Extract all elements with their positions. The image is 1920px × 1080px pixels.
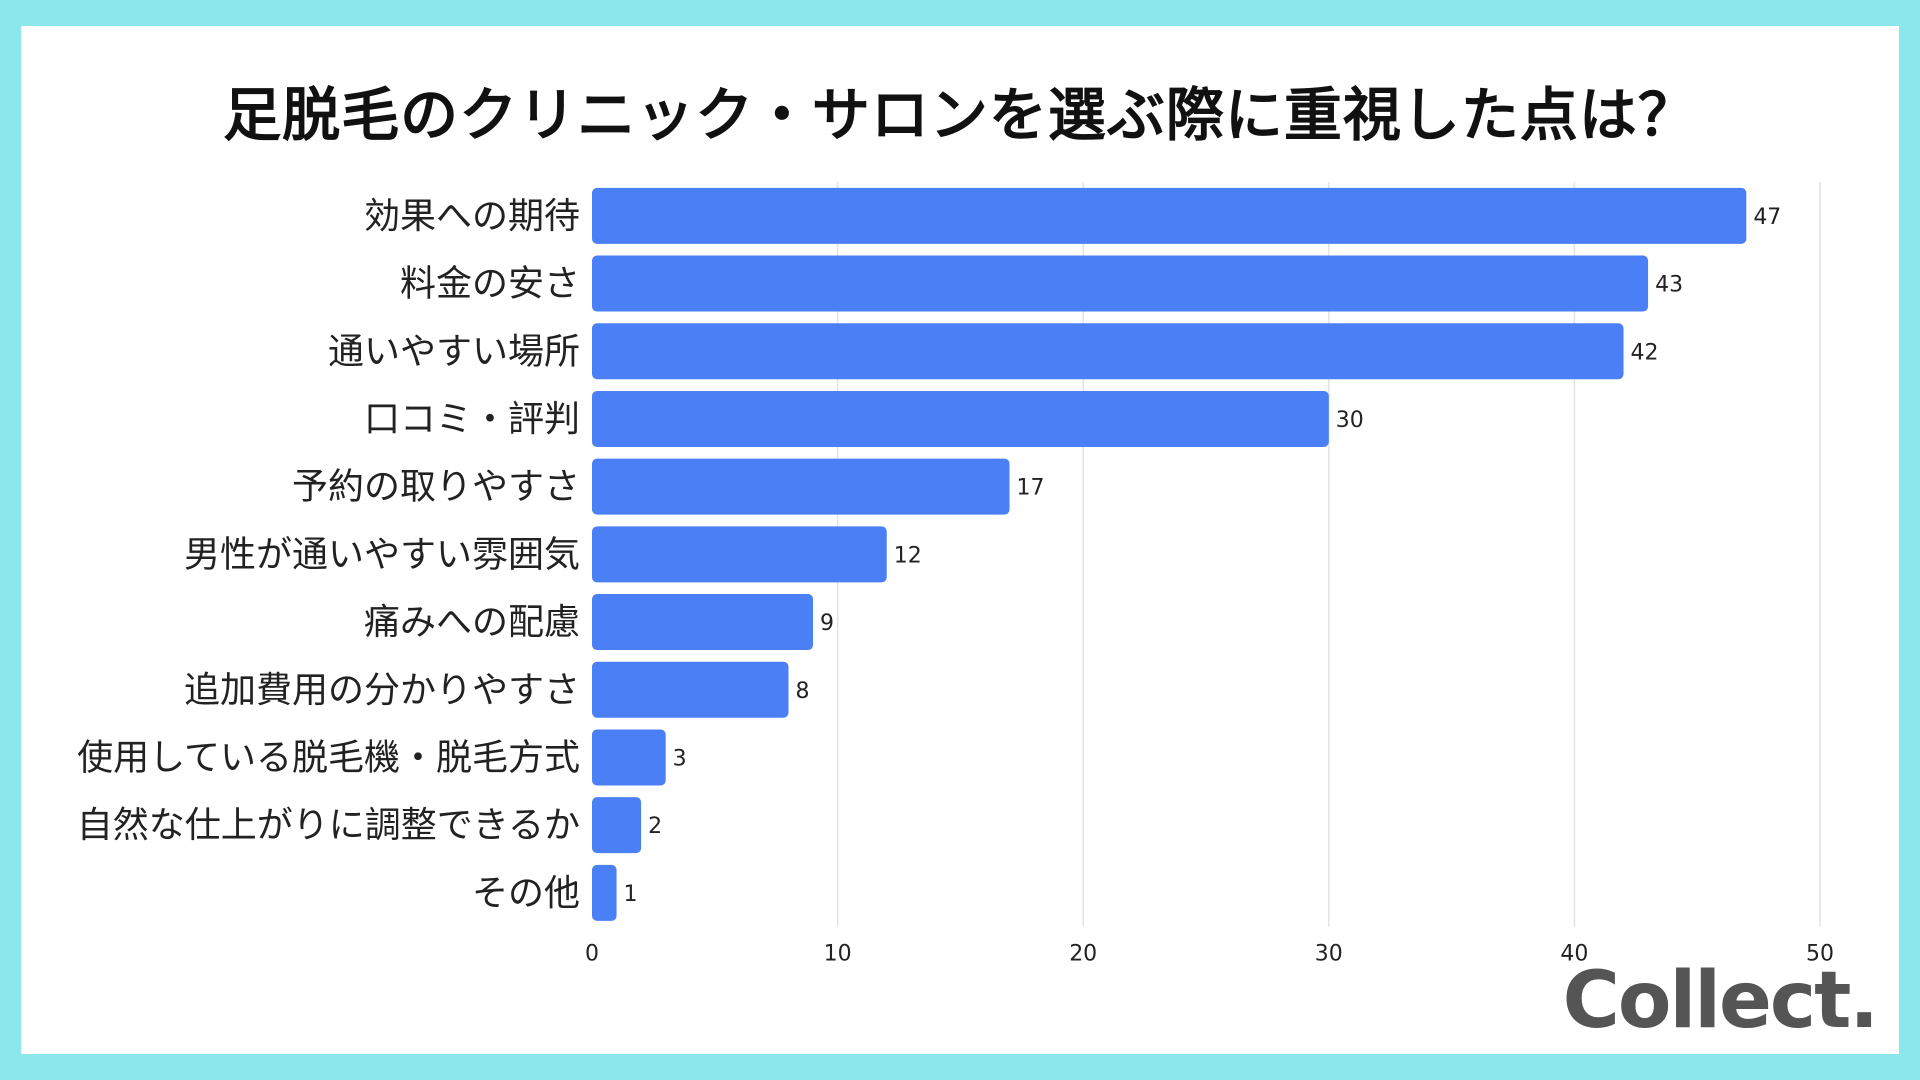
value-label: 43 (1655, 273, 1683, 298)
bar (592, 526, 887, 583)
x-tick-label: 0 (585, 942, 599, 967)
x-tick-label: 40 (1560, 942, 1588, 967)
category-label: 料金の安さ (400, 264, 580, 305)
bar-chart: 0 10 20 30 40 50 効果への期待 47 料金の安さ 43 通いやすい場所 42 口コミ・評… (77, 182, 1834, 967)
category-label: 効果への期待 (364, 196, 580, 237)
value-label: 42 (1631, 340, 1659, 365)
bar (592, 864, 617, 921)
value-label: 8 (795, 679, 809, 704)
chart-title: 足脱毛のクリニック・サロンを選ぶ際に重視した点は？ (223, 81, 1697, 149)
chart-card: 足脱毛のクリニック・サロンを選ぶ際に重視した点は？ 0 10 20 30 40 50 効果へ… (21, 26, 1899, 1054)
value-label: 9 (820, 611, 834, 636)
category-label: 使用している脱毛機・脱毛方式 (77, 737, 580, 778)
collect-logo: Collect. (1562, 956, 1879, 1046)
category-label: 追加費用の分かりやすさ (184, 670, 580, 711)
category-label: 口コミ・評判 (364, 399, 580, 440)
bar (592, 458, 1010, 515)
bar (592, 255, 1649, 312)
bar (592, 187, 1747, 244)
value-label: 2 (648, 814, 662, 839)
x-tick-label: 30 (1315, 942, 1343, 967)
value-label: 17 (1017, 476, 1045, 501)
bar (592, 594, 814, 651)
bar (592, 729, 666, 786)
category-label: 男性が通いやすい雰囲気 (184, 534, 580, 575)
bar (592, 661, 789, 718)
category-label: その他 (472, 873, 580, 914)
x-tick-label: 50 (1806, 942, 1834, 967)
bar (592, 323, 1624, 380)
category-label: 通いやすい場所 (328, 331, 580, 372)
value-label: 12 (894, 543, 922, 568)
value-label: 1 (624, 882, 638, 907)
value-label: 47 (1753, 205, 1781, 230)
value-label: 30 (1336, 408, 1364, 433)
category-label: 予約の取りやすさ (292, 467, 580, 508)
value-label: 3 (673, 746, 687, 771)
x-tick-label: 10 (824, 942, 852, 967)
bar (592, 390, 1329, 447)
category-label: 自然な仕上がりに調整できるか (77, 805, 580, 846)
bar (592, 797, 642, 854)
category-label: 痛みへの配慮 (364, 602, 580, 643)
x-tick-label: 20 (1069, 942, 1097, 967)
